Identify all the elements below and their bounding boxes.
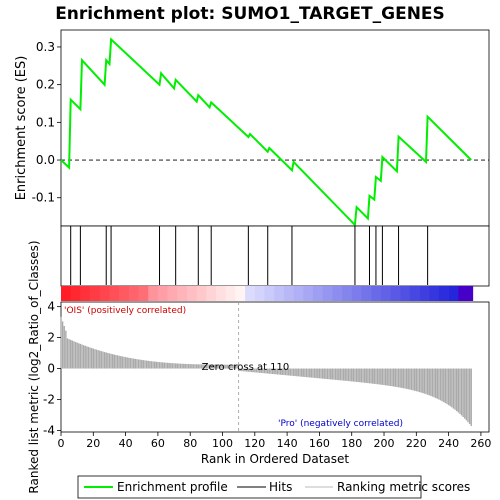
es-y-ticks: 0.3 0.2 0.1 0.0 -0.1 [32,40,61,205]
metric-y-axis-label: Ranked list metric (log2_Ratio_of_Classe… [27,240,41,493]
x-tick-label-6: 120 [244,437,265,450]
color-bar-segment-198 [380,286,391,301]
x-tick-label-3: 60 [151,437,165,450]
x-tick-label-13: 260 [470,437,491,450]
chart-title: Enrichment plot: SUMO1_TARGET_GENES [55,4,445,24]
color-bar-segment-138 [283,286,294,301]
color-bar-segment-252 [468,286,474,301]
color-bar-segment-42 [128,286,139,301]
positive-class-label: 'OIS' (positively correlated) [64,306,186,316]
color-bar-segment-30 [109,286,120,301]
legend-metric-label: Ranking metric scores [337,480,470,494]
color-bar-segment-168 [332,286,343,301]
color-bar-segment-72 [177,286,188,301]
color-bar-segment-174 [342,286,353,301]
metric-y-tick-label-4: -4 [43,423,55,437]
color-bar-segment-66 [167,286,178,301]
negative-class-label: 'Pro' (negatively correlated) [278,419,403,429]
color-bar-segment-228 [429,286,440,301]
x-tick-label-9: 180 [341,437,362,450]
rank-color-bar [61,286,474,301]
x-tick-label-0: 0 [58,437,65,450]
es-y-tick-label-0: 0.3 [36,40,55,54]
es-panel-frame [60,29,490,227]
x-tick-label-11: 220 [406,437,427,450]
color-bar-segment-204 [390,286,401,301]
color-bar-segment-234 [438,286,449,301]
color-bar-segment-90 [206,286,217,301]
hits-panel-frame [60,225,490,287]
color-bar-segment-78 [186,286,197,301]
color-bar-segment-240 [448,286,459,301]
color-bar-segment-156 [312,286,323,301]
color-bar-segment-60 [157,286,168,301]
color-bar-segment-126 [264,286,275,301]
color-bar-segment-162 [322,286,333,301]
x-tick-label-10: 200 [374,437,395,450]
color-bar-segment-216 [409,286,420,301]
color-bar-segment-210 [400,286,411,301]
legend-enrichment-label: Enrichment profile [117,480,228,494]
metric-y-ticks: 4 2 0 -2 -4 [43,300,61,437]
color-bar-segment-180 [351,286,362,301]
color-bar-segment-96 [216,286,227,301]
legend-hits-label: Hits [269,480,292,494]
metric-y-tick-label-3: -2 [43,393,55,407]
x-tick-label-7: 140 [277,437,298,450]
color-bar-segment-0 [61,286,71,301]
x-axis-ticks: 0 20 40 60 80 100 120 140 160 180 200 220 240 260 [58,432,491,450]
enrichment-profile-line [60,37,472,228]
hits-marks [70,226,429,285]
color-bar-segment-36 [119,286,130,301]
es-y-axis-label: Enrichment score (ES) [14,56,29,201]
color-bar-segment-150 [303,286,314,301]
color-bar-segment-54 [148,286,159,301]
x-axis-label: Rank in Ordered Dataset [201,452,349,466]
x-tick-label-8: 160 [309,437,330,450]
color-bar-segment-84 [196,286,207,301]
es-y-tick-label-3: 0.0 [36,153,55,167]
color-bar-segment-246 [458,286,469,301]
color-bar-segment-102 [225,286,236,301]
color-bar-segment-108 [235,286,246,301]
color-bar-segment-114 [245,286,256,301]
color-bar-segment-144 [293,286,304,301]
metric-y-tick-label-1: 2 [47,331,55,345]
color-bar-segment-18 [90,286,101,301]
es-y-tick-label-1: 0.2 [36,78,55,92]
color-bar-segment-12 [80,286,91,301]
color-bar-segment-132 [274,286,285,301]
color-bar-segment-24 [99,286,110,301]
es-y-tick-label-4: -0.1 [32,191,55,205]
x-tick-label-1: 20 [86,437,100,450]
metric-y-tick-label-0: 4 [47,300,55,314]
color-bar-segment-120 [254,286,265,301]
x-tick-label-4: 80 [183,437,197,450]
ranking-metric-bars [60,316,472,427]
color-bar-segment-192 [371,286,382,301]
x-tick-label-2: 40 [119,437,133,450]
es-y-tick-label-2: 0.1 [36,115,55,129]
metric-y-tick-label-2: 0 [47,362,55,376]
x-tick-label-5: 100 [212,437,233,450]
color-bar-segment-222 [419,286,430,301]
color-bar-segment-48 [138,286,149,301]
color-bar-segment-6 [70,286,81,301]
zero-cross-label: Zero cross at 110 [202,362,290,373]
color-bar-segment-186 [361,286,372,301]
x-tick-label-12: 240 [438,437,459,450]
